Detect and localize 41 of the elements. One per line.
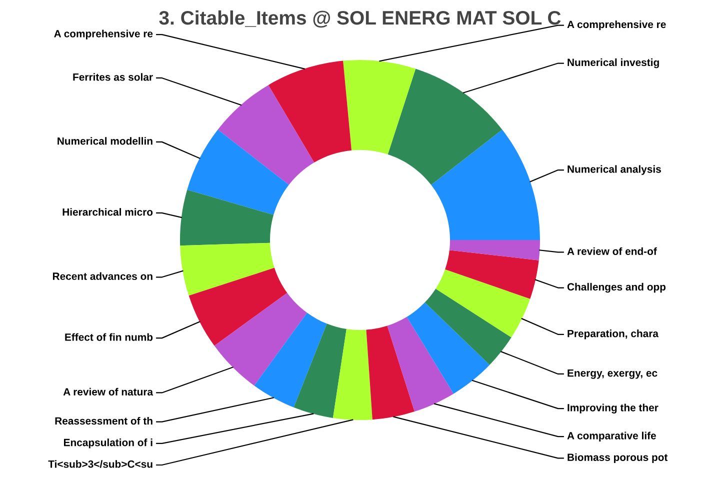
donut-slice bbox=[406, 302, 490, 394]
donut-slice bbox=[343, 60, 416, 154]
donut-slice bbox=[268, 60, 352, 163]
slice-label: A review of natura bbox=[63, 388, 154, 396]
donut-slice bbox=[214, 292, 308, 386]
slice-label: Numerical modellin bbox=[58, 137, 152, 145]
donut-slice bbox=[436, 269, 530, 338]
slice-label: Improving the ther bbox=[568, 404, 658, 414]
slice-label: A comprehensive re bbox=[567, 20, 666, 30]
slice-label: Challenges and opp bbox=[567, 282, 666, 293]
donut-slice bbox=[254, 312, 327, 408]
slice-label: Biomass porous pot bbox=[568, 453, 668, 464]
slice-label: Recent advances on bbox=[52, 272, 152, 280]
slice-label: Ti<sub>3</sub>C<su bbox=[48, 460, 152, 468]
slice-label: Encapsulation of i bbox=[64, 438, 152, 448]
donut-slice bbox=[431, 130, 540, 240]
slice-label: Numerical investig bbox=[568, 58, 659, 68]
donut-slice bbox=[388, 68, 502, 185]
slice-label: A review of end-of bbox=[567, 247, 657, 256]
slice-label: Energy, exergy, ec bbox=[568, 369, 658, 379]
slice-label: Ferrites as solar bbox=[73, 73, 153, 81]
donut-slice bbox=[387, 316, 454, 412]
slice-label: Numerical analysis bbox=[568, 165, 661, 175]
donut-slice bbox=[180, 242, 274, 296]
slice-label: Hierarchical micro bbox=[62, 208, 153, 216]
slice-label: A comprehensive re bbox=[54, 30, 153, 40]
donut-slice bbox=[294, 324, 346, 418]
donut-slice bbox=[218, 85, 314, 185]
donut-slice bbox=[180, 190, 274, 246]
slice-label: A comparative life bbox=[567, 432, 656, 442]
donut-slice bbox=[332, 328, 372, 420]
donut-slice bbox=[188, 268, 288, 346]
donut-slice bbox=[449, 240, 540, 260]
donut-slice bbox=[187, 130, 289, 215]
slice-label: Effect of fin numb bbox=[65, 333, 153, 341]
chart-title: 3. Citable_Items @ SOL ENERG MAT SOL C bbox=[159, 10, 561, 28]
donut-slice bbox=[424, 288, 512, 365]
slice-label: Preparation, chara bbox=[568, 330, 659, 340]
donut-slice bbox=[366, 326, 415, 420]
slice-label: Reassessment of th bbox=[55, 416, 152, 425]
donut-slice bbox=[445, 250, 539, 299]
